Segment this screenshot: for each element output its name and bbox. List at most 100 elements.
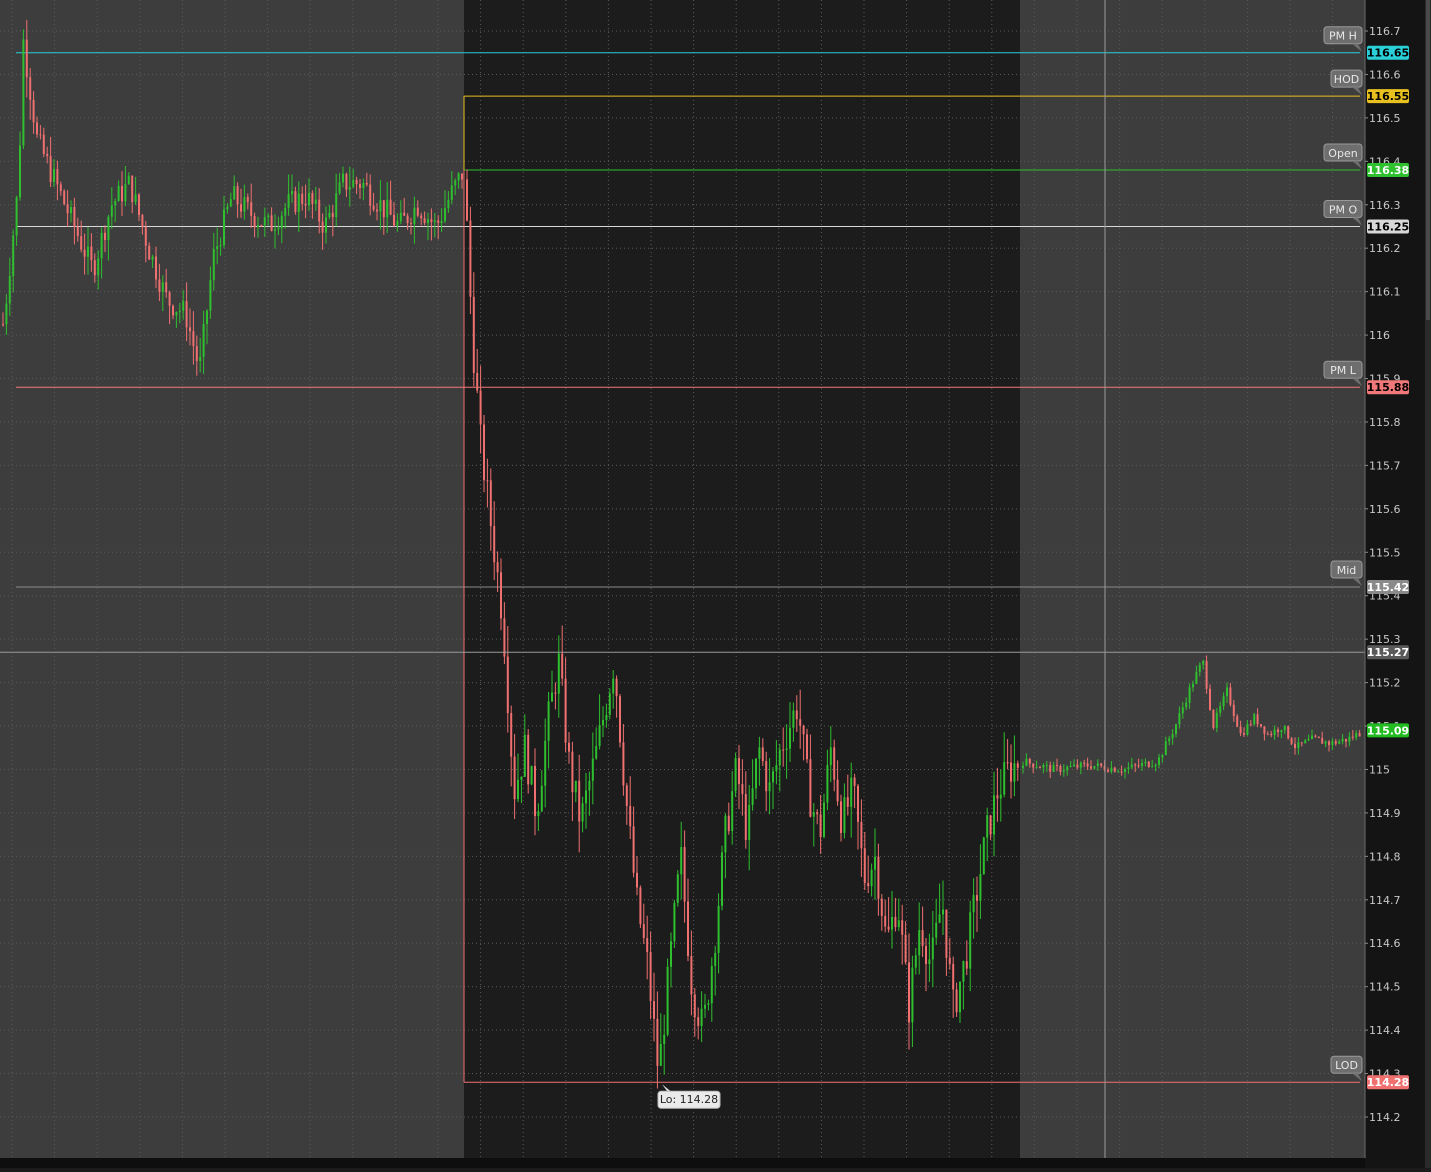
scrollbar-track[interactable] [1425, 0, 1431, 1168]
candle-body [578, 780, 581, 822]
candle-body [591, 758, 594, 781]
candle-body [721, 852, 723, 906]
candle-body [880, 898, 883, 916]
candle-body [1294, 743, 1296, 749]
candle-body [523, 734, 526, 777]
candle-body [1304, 740, 1307, 744]
candle-body [731, 791, 734, 832]
candle-body [683, 847, 686, 902]
candle-body [571, 751, 574, 793]
candle-body [1144, 761, 1147, 764]
candle-body [369, 184, 372, 206]
level-lines [16, 52, 1360, 1083]
candle-body [59, 184, 62, 192]
candle-body [945, 909, 948, 958]
candle-body [687, 901, 689, 957]
candle-body [151, 256, 154, 260]
candle-body [229, 199, 232, 207]
candle-body [1035, 767, 1038, 769]
candle-body [1006, 762, 1009, 764]
candle-body [612, 678, 615, 694]
candle-body [185, 301, 188, 328]
candle-body [782, 749, 785, 751]
candle-body [1334, 741, 1337, 744]
candle-body [165, 282, 168, 293]
candle-body [1300, 742, 1303, 744]
last-price-text: 115.09 [1367, 724, 1409, 737]
candle-body [355, 180, 358, 185]
candle-body [212, 249, 215, 281]
candle-body [372, 205, 375, 210]
candle-body [632, 826, 635, 873]
candle-body [649, 952, 652, 1002]
candle-body [1358, 733, 1361, 737]
candle-body [1042, 765, 1045, 768]
candle-body [15, 197, 18, 236]
candle-body [1236, 716, 1239, 727]
candle-body [1266, 733, 1269, 735]
scrollbar-thumb[interactable] [1426, 0, 1430, 320]
candle-body [1273, 729, 1276, 736]
candle-body [1079, 762, 1082, 768]
candle-body [393, 214, 395, 226]
candle-body [178, 310, 181, 313]
candle-body [670, 941, 672, 967]
candle-body [1348, 736, 1351, 742]
candle-body [1110, 767, 1113, 772]
candle-body [625, 785, 628, 807]
level-label-pointer [1352, 1073, 1362, 1082]
candle-body [226, 206, 229, 210]
y-tick-label: 115.6 [1369, 503, 1401, 516]
candle-body [216, 246, 219, 250]
candle-body [1141, 763, 1143, 766]
candle-body [857, 785, 859, 822]
candle-body [1202, 660, 1205, 665]
candle-body [172, 305, 174, 316]
candle-body [680, 847, 683, 875]
candle-body [727, 815, 730, 832]
low-annotation-pointer [662, 1084, 672, 1093]
session-bg-afterhours [1020, 0, 1365, 1158]
candle-body [338, 182, 341, 194]
candle-body [345, 173, 348, 190]
candle-body [219, 245, 222, 247]
candle-body [908, 962, 910, 1023]
price-axis[interactable]: 116.7116.6116.5116.4116.3116.2116.111611… [1364, 0, 1401, 1158]
candle-body [1219, 706, 1222, 713]
candle-body [19, 145, 21, 198]
candle-body [1185, 702, 1188, 708]
candle-body [134, 194, 137, 202]
candle-body [510, 713, 513, 757]
candle-body [87, 246, 89, 257]
y-tick-label: 116.5 [1369, 112, 1401, 125]
candle-body [493, 526, 496, 563]
candle-body [829, 747, 832, 766]
candle-body [444, 208, 446, 221]
candle-body [534, 766, 536, 817]
candle-body [1246, 724, 1249, 735]
candle-body [581, 803, 584, 822]
candle-body [823, 802, 825, 837]
last-price-tag [1367, 723, 1409, 738]
level-value-text: 115.88 [1367, 381, 1409, 394]
candle-body [121, 185, 123, 202]
level-label-bubble [1323, 360, 1363, 379]
candle-body [1215, 712, 1218, 728]
candle-body [918, 930, 921, 956]
candle-body [243, 197, 246, 212]
candle-body [877, 856, 880, 899]
candle-body [1297, 742, 1300, 749]
candle-body [863, 848, 866, 884]
candle-body [622, 742, 625, 786]
candle-body [778, 749, 781, 766]
candle-body [697, 1017, 700, 1026]
candle-body [812, 812, 815, 817]
candle-body [280, 215, 283, 228]
level-label-pointer [1352, 578, 1362, 587]
candle-body [100, 232, 103, 259]
candle-body [457, 173, 460, 181]
candle-body [789, 727, 791, 749]
candle-body [1263, 726, 1266, 734]
